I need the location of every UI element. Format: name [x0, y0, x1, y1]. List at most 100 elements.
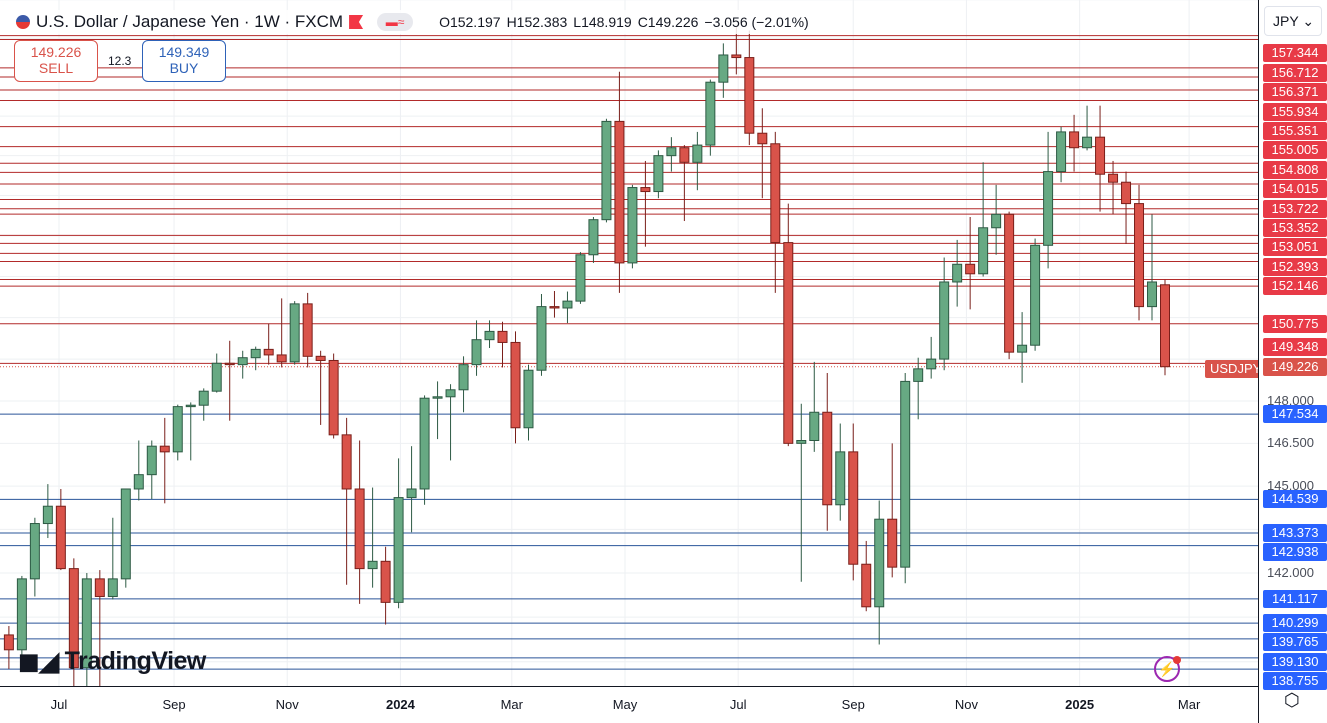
collapse-icon[interactable]: ▬≈	[377, 13, 414, 31]
settings-icon[interactable]: ⬡	[1284, 690, 1300, 710]
candle-down	[380, 560, 391, 603]
candle-down	[822, 411, 833, 506]
candle-down	[1069, 131, 1080, 149]
candle-up	[835, 451, 846, 506]
candle-down	[263, 348, 274, 356]
candlestick-chart[interactable]	[0, 0, 1258, 686]
candle-up	[211, 362, 222, 392]
candle-up	[185, 404, 196, 408]
price-axis[interactable]: 148.000 146.500 145.000 142.000 138.755 139.1…	[1258, 0, 1327, 723]
candle-up	[1056, 131, 1067, 173]
candle-up	[601, 120, 612, 221]
close-value: C149.226	[637, 14, 699, 30]
candle-up	[419, 397, 430, 490]
sell-button[interactable]: 149.226 SELL	[14, 40, 98, 82]
price-tick-label: 148.000	[1267, 393, 1314, 408]
chart-pane[interactable]	[0, 0, 1258, 686]
resistance-price-label: 149.348	[1263, 338, 1327, 357]
candle-down	[328, 359, 339, 436]
candle-up	[393, 497, 404, 603]
tv-logo-icon: ◼◢	[18, 646, 59, 676]
candle-down	[757, 132, 768, 145]
candle-up	[172, 406, 183, 453]
candle-up	[926, 358, 937, 370]
candle-up	[523, 369, 534, 429]
candle-up	[1030, 244, 1041, 346]
candle-down	[614, 120, 625, 264]
candle-up	[406, 488, 417, 499]
candle-down	[315, 355, 326, 361]
candle-down	[861, 563, 872, 608]
symbol-title[interactable]: U.S. Dollar / Japanese Yen · 1W · FXCM	[36, 12, 344, 31]
candle-up	[471, 339, 482, 366]
price-tick-label: 145.000	[1267, 478, 1314, 494]
candle-up	[991, 213, 1002, 229]
candle-down	[640, 187, 651, 193]
candle-up	[29, 523, 40, 580]
candle-up	[1017, 344, 1028, 353]
candle-down	[68, 568, 79, 669]
support-price-label: 141.117	[1263, 589, 1327, 608]
resistance-price-label: 152.146	[1263, 277, 1327, 296]
candle-up	[1082, 136, 1093, 149]
currency-select[interactable]: JPY ⌄	[1264, 6, 1322, 36]
time-tick-label: Nov	[954, 697, 978, 712]
candle-down	[744, 57, 755, 134]
candle-down	[770, 143, 781, 244]
time-tick-label: Sep	[841, 697, 865, 712]
support-price-label: 143.373	[1263, 524, 1327, 542]
candle-down	[94, 578, 105, 597]
time-tick-label: Nov	[275, 697, 299, 712]
change-value: −3.056 (−2.01%)	[704, 14, 809, 30]
resistance-price-label: 152.393	[1263, 257, 1327, 276]
candle-up	[445, 389, 456, 398]
candle-down	[1095, 136, 1106, 175]
tradingview-logo: ◼◢ TradingView	[18, 646, 206, 677]
candle-down	[510, 341, 521, 429]
candle-down	[965, 263, 976, 275]
candle-up	[900, 380, 911, 568]
candle-down	[276, 354, 287, 363]
open-value: O152.197	[439, 14, 501, 30]
time-tick-label: Sep	[162, 697, 186, 712]
candle-up	[588, 219, 599, 256]
us-flag-icon	[16, 15, 30, 29]
sell-price: 149.226	[30, 44, 82, 60]
candle-up	[120, 488, 131, 580]
candle-up	[458, 364, 469, 391]
candle-down	[1121, 181, 1132, 205]
time-tick-label: Mar	[500, 697, 523, 712]
symbol-header: U.S. Dollar / Japanese Yen · 1W · FXCM ▬…	[12, 10, 813, 34]
resistance-price-label: 154.808	[1263, 160, 1327, 179]
candle-down	[3, 634, 14, 651]
candle-up	[81, 578, 92, 669]
candle-up	[575, 254, 586, 302]
candle-down	[731, 54, 742, 59]
spread-value: 12.3	[108, 54, 132, 68]
candle-up	[198, 390, 209, 406]
candle-up	[718, 54, 729, 83]
candle-up	[107, 578, 118, 597]
candle-down	[679, 147, 690, 163]
buy-button[interactable]: 149.349 BUY	[142, 40, 226, 82]
candle-down	[354, 488, 365, 570]
resistance-price-label: 155.934	[1263, 102, 1327, 121]
buy-price: 149.349	[158, 44, 210, 60]
buy-label: BUY	[169, 60, 199, 76]
time-axis[interactable]: Jul Sep Nov 2024 Mar May Jul Sep Nov 2025 Mar	[0, 686, 1258, 723]
flag-icon[interactable]	[349, 15, 364, 29]
resistance-price-label: 154.015	[1263, 180, 1327, 199]
support-price-label: 142.938	[1263, 543, 1327, 562]
candle-down	[1004, 213, 1015, 353]
candle-up	[133, 474, 144, 490]
candle-up	[653, 155, 664, 193]
low-value: L148.919	[573, 14, 632, 30]
resistance-price-label: 156.712	[1263, 63, 1327, 82]
support-price-label: 138.755	[1263, 672, 1327, 691]
candle-up	[536, 306, 547, 371]
candle-down	[1160, 284, 1170, 368]
lightning-icon[interactable]: ⚡	[1154, 656, 1181, 682]
symbol-price-tag: USDJPY	[1205, 360, 1267, 378]
candle-up	[692, 144, 703, 163]
candle-down	[848, 451, 859, 565]
